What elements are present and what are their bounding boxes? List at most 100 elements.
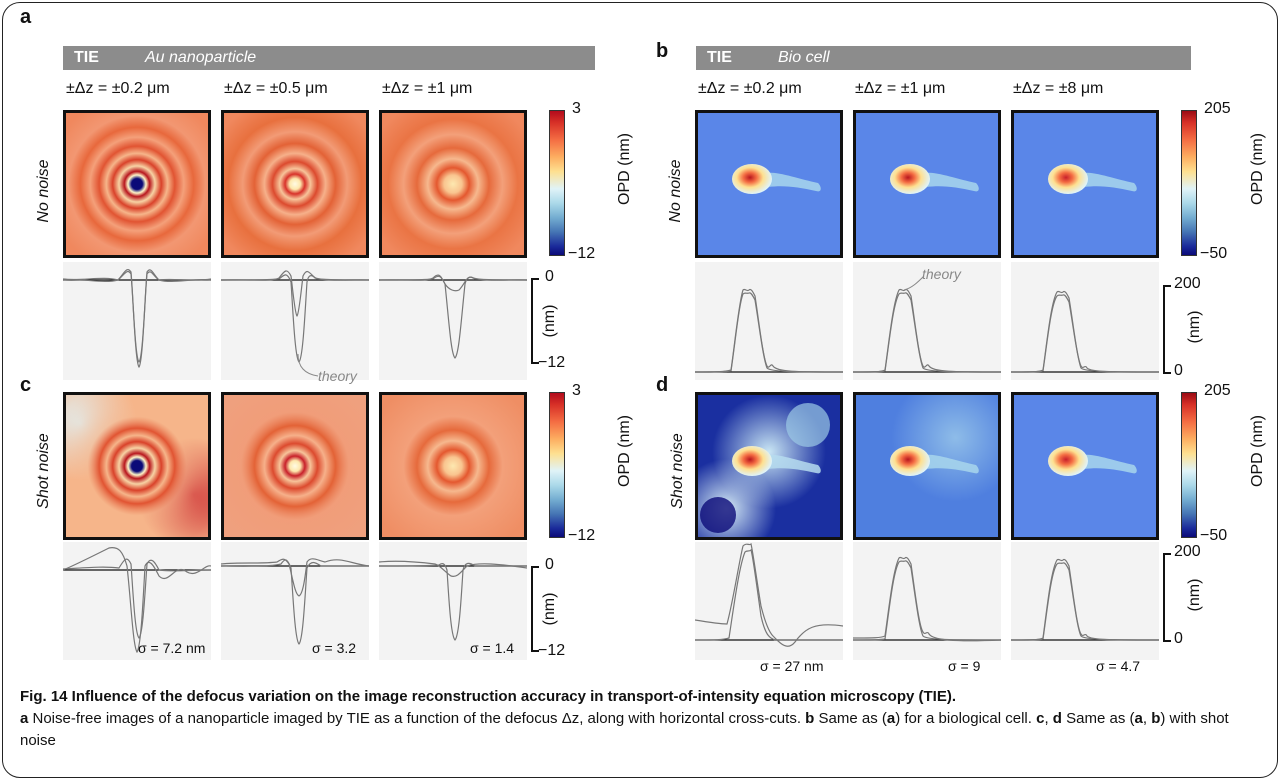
defocus-label-a3: ±Δz = ±1 μm: [382, 80, 473, 97]
theory-label-a: theory: [318, 368, 357, 384]
cell-image-b1: [695, 110, 843, 258]
sigma-d1: σ = 27 nm: [760, 658, 824, 674]
defocus-label-b3: ±Δz = ±8 μm: [1013, 80, 1104, 97]
sigma-c2: σ = 3.2: [312, 640, 357, 656]
profile-c3: [378, 542, 528, 660]
profile-bottom-c: −12: [538, 642, 566, 659]
profile-d1: [694, 542, 844, 660]
cbar-min-b: −50: [1200, 245, 1228, 262]
au-image-c1: [63, 392, 211, 540]
au-image-a2: [221, 110, 369, 258]
defocus-label-b1: ±Δz = ±0.2 μm: [698, 80, 802, 97]
au-image-a1: [63, 110, 211, 258]
au-image-c3: [379, 392, 527, 540]
colorbar-c: [549, 392, 565, 538]
panel-label-c: c: [20, 374, 32, 396]
theory-label-b: theory: [922, 266, 961, 282]
row-label-shot-noise-c: Shot noise: [35, 433, 52, 509]
method-label: TIE: [74, 49, 99, 66]
colorbar-b: [1181, 110, 1197, 256]
caption-text-b: Same as (: [814, 710, 887, 727]
theory-pointer-a: [297, 353, 319, 377]
caption-text-d2: ) with shot noise: [20, 710, 1229, 749]
profile-b3: [1010, 262, 1160, 380]
profile-d3: [1010, 542, 1160, 660]
profile-axis-b: [1163, 285, 1165, 373]
profile-tick-top-a: [531, 278, 539, 280]
profile-tick-top-d: [1163, 553, 1171, 555]
caption-ref-a: a: [20, 710, 29, 727]
profile-bottom-d: 0: [1174, 630, 1183, 647]
profile-a1: [62, 262, 212, 380]
profile-c2: [220, 542, 370, 660]
row-label-no-noise-a: No noise: [35, 159, 52, 223]
panel-label-b: b: [656, 40, 669, 62]
method-label: TIE: [707, 49, 732, 66]
cbar-max-c: 3: [572, 382, 581, 399]
profile-top-c: 0: [545, 556, 554, 573]
caption-ref-d-b: b: [1151, 710, 1161, 727]
panel-label-d: d: [656, 374, 669, 396]
panel-b-header: TIE Bio cell: [696, 46, 1191, 70]
cbar-max-b: 205: [1204, 100, 1231, 117]
caption-title: Fig. 14 Influence of the defocus variati…: [20, 688, 956, 705]
cbar-min-c: −12: [568, 527, 596, 544]
profile-bottom-a: −12: [538, 354, 566, 371]
profile-c1: [62, 542, 212, 660]
cbar-unit-d: OPD (nm): [1249, 415, 1266, 487]
caption-ref-b: b: [805, 710, 815, 727]
caption-text-d: Same as (: [1061, 710, 1135, 727]
cell-image-d2: [853, 392, 1001, 540]
profile-tick-bottom-c: [531, 650, 539, 652]
panel-label-a: a: [20, 6, 32, 28]
caption-ref-d-a: a: [1134, 710, 1143, 727]
profile-b2: [852, 262, 1002, 380]
profile-unit-a: (nm): [541, 304, 558, 338]
caption-ref-b-a: a: [886, 710, 896, 727]
theory-pointer-b: [903, 275, 925, 291]
profile-tick-bottom-a: [531, 362, 539, 364]
profile-unit-d: (nm): [1186, 578, 1203, 612]
profile-unit-c: (nm): [541, 592, 558, 626]
cbar-max-a: 3: [572, 100, 581, 117]
sigma-d2: σ = 9: [948, 658, 981, 674]
cbar-unit-c: OPD (nm): [616, 415, 633, 487]
profile-tick-bottom-b: [1163, 372, 1171, 374]
sigma-d3: σ = 4.7: [1096, 658, 1141, 674]
colorbar-a: [549, 110, 565, 256]
figure-caption: Fig. 14 Influence of the defocus variati…: [20, 686, 1265, 752]
sigma-c3: σ = 1.4: [470, 640, 515, 656]
profile-a3: [378, 262, 528, 380]
cbar-max-d: 205: [1204, 382, 1231, 399]
profile-b1: [694, 262, 844, 380]
defocus-label-b2: ±Δz = ±1 μm: [855, 80, 946, 97]
row-label-no-noise-b: No noise: [667, 159, 684, 223]
caption-sep: ,: [1044, 710, 1053, 727]
sample-label: Bio cell: [778, 49, 830, 66]
cbar-min-a: −12: [568, 245, 596, 262]
profile-bottom-b: 0: [1174, 362, 1183, 379]
au-image-c2: [221, 392, 369, 540]
au-image-a3: [379, 110, 527, 258]
caption-text-a: Noise-free images of a nanoparticle imag…: [28, 710, 806, 727]
cell-image-d1: [695, 392, 843, 540]
profile-unit-b: (nm): [1186, 310, 1203, 344]
colorbar-d: [1181, 392, 1197, 538]
profile-top-d: 200: [1174, 543, 1201, 560]
cbar-min-d: −50: [1200, 527, 1228, 544]
defocus-label-a1: ±Δz = ±0.2 μm: [66, 80, 170, 97]
profile-d2: [852, 542, 1002, 660]
caption-body: a Noise-free images of a nanoparticle im…: [20, 708, 1265, 752]
profile-axis-c: [531, 566, 533, 650]
profile-tick-bottom-d: [1163, 640, 1171, 642]
cell-image-d3: [1011, 392, 1159, 540]
panel-a-header: TIE Au nanoparticle: [63, 46, 595, 70]
profile-top-a: 0: [545, 268, 554, 285]
caption-ref-d: d: [1052, 710, 1062, 727]
profile-axis-a: [531, 278, 533, 362]
row-label-shot-noise-d: Shot noise: [669, 433, 686, 509]
sigma-c1: σ = 7.2 nm: [138, 640, 206, 656]
defocus-label-a2: ±Δz = ±0.5 μm: [224, 80, 328, 97]
cbar-unit-b: OPD (nm): [1249, 133, 1266, 205]
